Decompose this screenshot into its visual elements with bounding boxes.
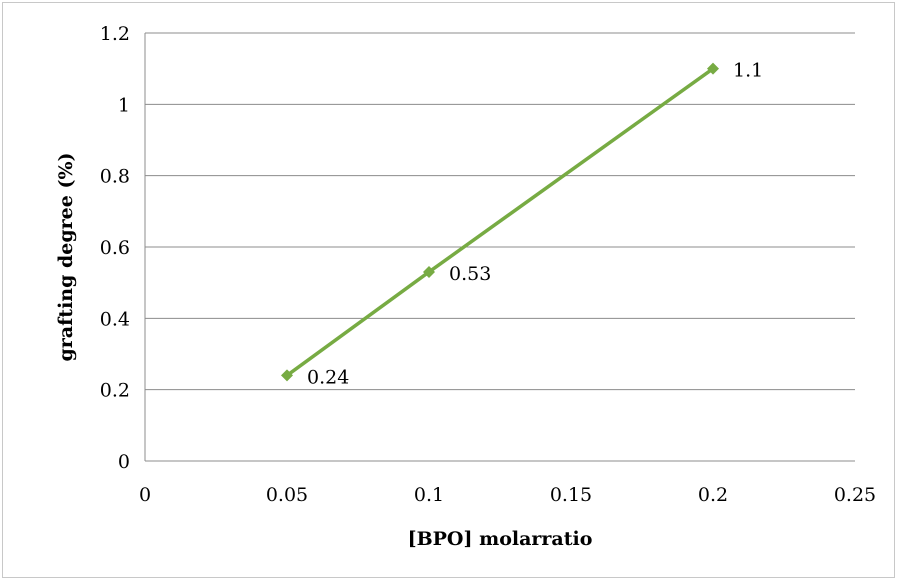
data-labels: 0.24 0.53 1.1 <box>307 60 763 389</box>
y-tick-label: 0.6 <box>100 237 130 259</box>
series-group <box>281 62 719 382</box>
x-axis-title: [BPO] molarratio <box>408 528 593 550</box>
x-tick-labels: 0 0.05 0.1 0.15 0.2 0.25 <box>139 484 876 506</box>
x-tick-label: 0.15 <box>550 484 592 506</box>
y-tick-label: 1.2 <box>100 23 130 45</box>
axes <box>144 33 855 462</box>
data-point-marker <box>707 62 719 75</box>
gridlines <box>145 32 855 391</box>
data-point-marker <box>423 265 435 278</box>
series-line <box>285 67 715 377</box>
y-axis-title: grafting degree (%) <box>55 153 77 362</box>
x-tick-label: 0.2 <box>698 484 728 506</box>
x-tick-label: 0.1 <box>414 484 444 506</box>
y-tick-label: 0 <box>118 451 130 473</box>
y-tick-label: 1 <box>118 94 130 116</box>
data-point-marker <box>281 369 293 382</box>
x-tick-label: 0.05 <box>266 484 308 506</box>
y-tick-labels: 0 0.2 0.4 0.6 0.8 1 1.2 <box>100 23 130 473</box>
x-tick-label: 0 <box>139 484 151 506</box>
data-label: 1.1 <box>733 60 763 82</box>
data-label: 0.24 <box>307 366 349 388</box>
y-tick-label: 0.2 <box>100 380 130 402</box>
y-tick-label: 0.4 <box>100 308 130 330</box>
y-tick-label: 0.8 <box>100 166 130 188</box>
data-label: 0.53 <box>449 263 491 285</box>
x-tick-label: 0.25 <box>834 484 876 506</box>
